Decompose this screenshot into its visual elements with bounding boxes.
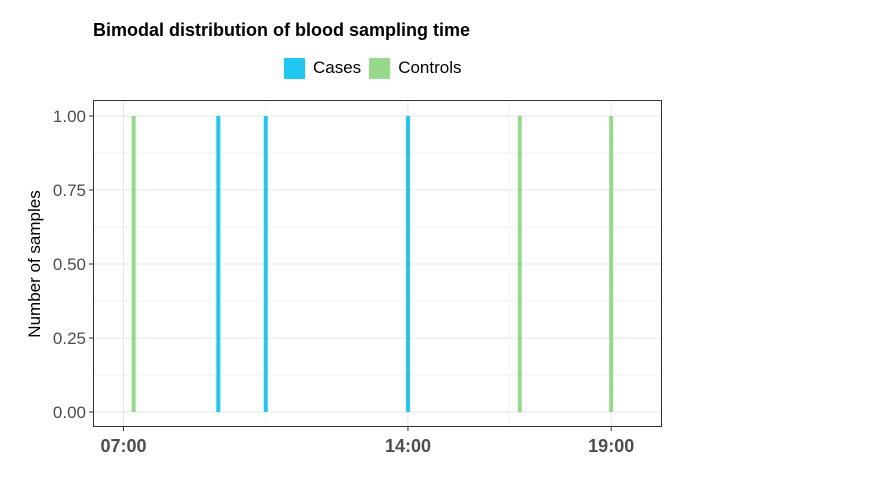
- legend-swatch-cases: [284, 57, 305, 79]
- bar-controls: [131, 116, 136, 412]
- legend-label-controls: Controls: [398, 58, 462, 77]
- x-axis: 07:00 14:00 19:00: [100, 427, 634, 456]
- legend: Cases Controls: [284, 56, 470, 80]
- bar-cases: [263, 116, 268, 412]
- y-tick-label: 0.50: [53, 255, 86, 274]
- legend-swatch-controls: [369, 57, 391, 79]
- x-tick-label: 19:00: [588, 436, 634, 456]
- chart-title: Bimodal distribution of blood sampling t…: [93, 20, 470, 40]
- bar-cases: [216, 116, 221, 412]
- y-tick-label: 0.00: [53, 403, 86, 422]
- bar-controls: [517, 116, 522, 412]
- bars: [131, 116, 614, 412]
- y-tick-label: 0.75: [53, 181, 86, 200]
- bar-controls: [609, 116, 614, 412]
- legend-label-cases: Cases: [313, 58, 362, 77]
- x-tick-label: 14:00: [385, 436, 431, 456]
- legend-item-cases: Cases: [284, 57, 362, 79]
- x-tick-label: 07:00: [100, 436, 146, 456]
- panel-border: [93, 100, 662, 427]
- y-tick-label: 0.25: [53, 329, 86, 348]
- y-tick-label: 1.00: [53, 107, 86, 126]
- legend-item-controls: Controls: [369, 57, 462, 79]
- bar-cases: [405, 116, 410, 412]
- y-axis: 0.00 0.25 0.50 0.75 1.00: [53, 107, 93, 422]
